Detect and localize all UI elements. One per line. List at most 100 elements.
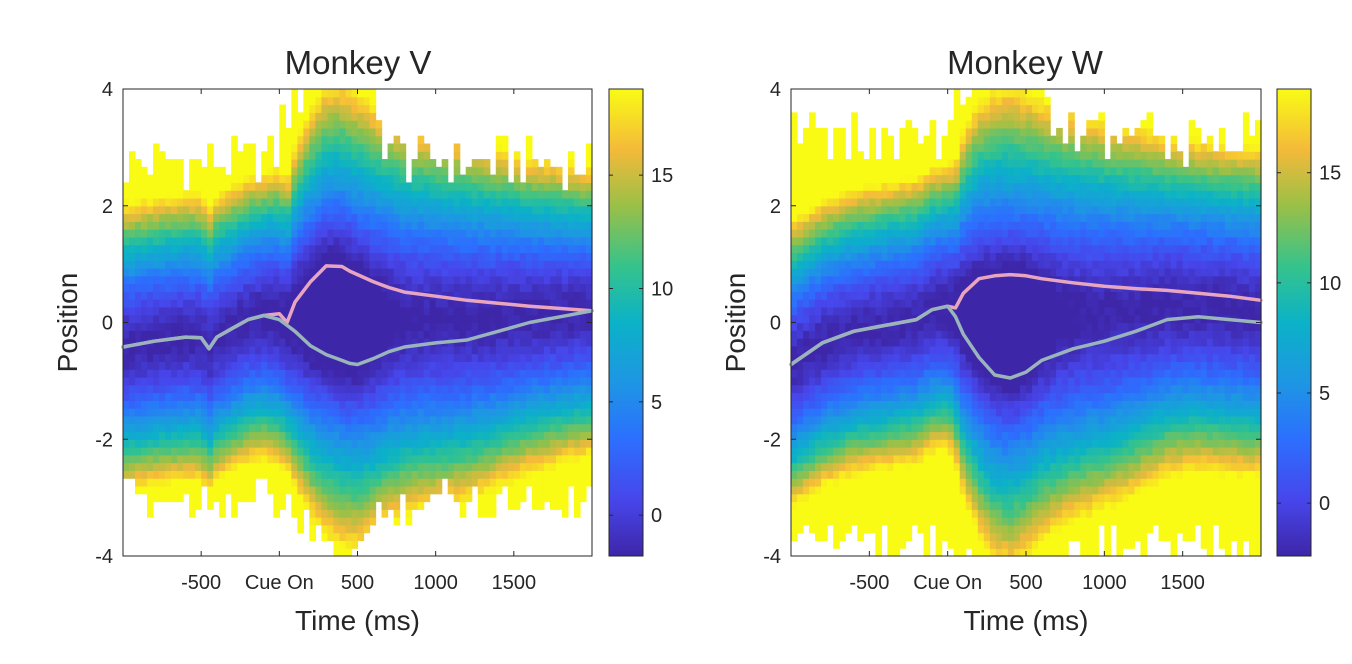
heatmap-cell [291,408,298,417]
heatmap-cell [213,338,220,347]
heatmap-cell [267,338,274,347]
heatmap-cell [899,376,907,386]
heatmap-cell [339,236,347,246]
heatmap-cell [309,454,317,464]
heatmap-cell [363,190,371,199]
heatmap-cell [549,423,557,433]
heatmap-cell [237,431,244,440]
heatmap-cell [893,260,901,269]
heatmap-cell [309,182,317,191]
heatmap-cell [447,384,455,394]
heatmap-cell [375,205,383,215]
heatmap-cell [147,415,154,425]
heatmap-cell [333,205,341,215]
heatmap-cell [123,431,130,440]
heatmap-cell [291,268,298,277]
heatmap-cell [833,221,840,230]
heatmap-cell [501,229,509,238]
heatmap-cell [225,400,232,409]
heatmap-cell [207,345,214,355]
heatmap-cell [231,501,238,510]
heatmap-cell [899,478,907,487]
heatmap-cell [327,166,335,176]
heatmap-cell [549,447,557,456]
heatmap-cell [243,415,250,425]
heatmap-cell [573,236,581,246]
heatmap-cell [893,174,901,183]
heatmap-cell [429,174,437,183]
heatmap-cell [821,392,828,401]
heatmap-cell [189,322,196,331]
heatmap-cell [899,260,907,269]
heatmap-cell [273,361,280,370]
heatmap-cell [543,291,551,300]
heatmap-cell [833,478,840,487]
heatmap-cell [231,236,238,246]
heatmap-cell [357,361,365,370]
heatmap-cell [851,384,858,394]
heatmap-cell [465,268,473,277]
heatmap-cell [351,244,359,254]
heatmap-cell [279,221,286,230]
heatmap-cell [797,291,804,300]
heatmap-cell [165,221,172,230]
heatmap-cell [543,268,551,277]
heatmap-cell [549,431,557,440]
heatmap-cell [393,182,401,191]
heatmap-cell [495,345,503,355]
heatmap-cell [405,275,413,285]
heatmap-cell [809,151,816,160]
heatmap-cell [929,205,937,215]
heatmap-cell [243,470,250,479]
heatmap-cell [477,400,485,409]
heatmap-cell [219,470,226,479]
heatmap-cell [135,299,142,308]
heatmap-cell [911,182,919,191]
heatmap-cell [267,322,274,331]
heatmap-cell [869,345,876,355]
heatmap-cell [357,509,365,518]
heatmap-cell [851,431,858,440]
heatmap-cell [375,283,383,292]
heatmap-cell [225,462,232,471]
heatmap-cell [279,190,286,199]
heatmap-cell [399,400,407,409]
heatmap-cell [363,509,371,518]
heatmap-cell [303,501,310,510]
heatmap-cell [303,143,310,152]
heatmap-cell [911,268,919,277]
heatmap-cell [555,431,563,440]
heatmap-cell [201,345,208,355]
heatmap-cell [345,182,353,191]
heatmap-cell [453,369,461,378]
heatmap-cell [381,439,389,448]
heatmap-cell [905,353,913,363]
heatmap-cell [507,221,515,230]
heatmap-cell [369,338,377,347]
heatmap-cell [471,229,479,238]
heatmap-cell [453,143,461,152]
heatmap-cell [207,291,214,300]
heatmap-cell [315,338,323,347]
heatmap-cell [171,252,178,261]
heatmap-cell [201,213,208,222]
heatmap-cell [887,369,895,378]
heatmap-cell [399,268,407,277]
heatmap-cell [875,384,882,394]
heatmap-cell [543,197,551,207]
heatmap-cell [411,470,419,479]
heatmap-cell [567,470,575,479]
heatmap-cell [791,244,798,254]
heatmap-cell [303,306,310,316]
heatmap-cell [465,470,473,479]
heatmap-cell [423,159,431,168]
heatmap-cell [501,151,509,160]
heatmap-cell [827,439,834,448]
heatmap-cell [809,369,816,378]
heatmap-cell [791,501,798,510]
heatmap-cell [447,275,455,285]
heatmap-cell [525,462,533,471]
heatmap-cell [459,447,467,456]
heatmap-cell [851,485,858,495]
heatmap-cell [399,439,407,448]
